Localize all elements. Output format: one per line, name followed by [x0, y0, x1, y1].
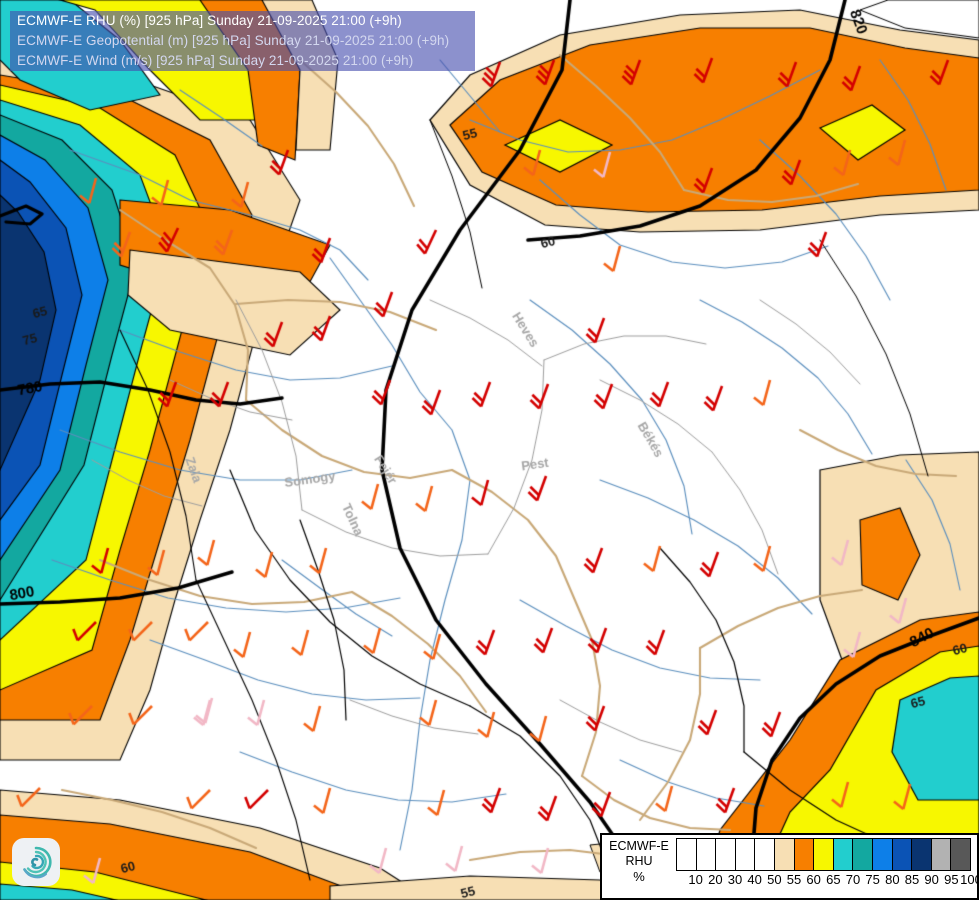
legend-swatch-75-80: [872, 839, 893, 870]
legend-tick-50: 50: [767, 872, 782, 887]
legend-swatch-95-100: [951, 839, 970, 870]
title-line-rhu: ECMWF-E RHU (%) [925 hPa] Sunday 21-09-2…: [17, 13, 402, 28]
title-line-wind: ECMWF-E Wind (m/s) [925 hPa] Sunday 21-0…: [17, 53, 414, 68]
legend-swatch-85-90: [912, 839, 932, 870]
legend-tick-labels: 10 20 30 40 50 55 60 65 70 75 80 85 90 95 100: [676, 871, 979, 891]
legend-title: ECMWF-E RHU %: [602, 835, 676, 884]
legend-swatch-65-70: [833, 839, 854, 870]
legend-tick-75: 75: [865, 872, 880, 887]
legend-tick-85: 85: [904, 872, 920, 887]
legend-tick-10: 10: [688, 872, 703, 887]
rhu-legend: ECMWF-E RHU % 10 20 30 40 50 55 60 65 70 75 80 85 90…: [600, 833, 979, 900]
legend-swatch-60-65: [814, 839, 834, 870]
legend-tick-100: 100: [960, 872, 979, 887]
legend-tick-90: 90: [924, 872, 939, 887]
title-line-geopotential: ECMWF-E Geopotential (m) [925 hPa] Sunda…: [17, 33, 450, 48]
legend-swatch-55-60: [794, 839, 815, 870]
legend-swatch-80-85: [892, 839, 913, 870]
legend-swatch-0-10: [677, 839, 697, 870]
legend-variable-name: RHU: [625, 854, 653, 868]
legend-tick-65: 65: [826, 872, 841, 887]
legend-tick-95: 95: [944, 872, 959, 887]
map-title-overlay: ECMWF-E RHU (%) [925 hPa] Sunday 21-09-2…: [10, 11, 475, 71]
legend-swatch-30-40: [735, 839, 756, 870]
legend-model-name: ECMWF-E: [609, 839, 669, 853]
legend-tick-20: 20: [708, 872, 723, 887]
legend-color-bar: [676, 838, 971, 871]
legend-tick-80: 80: [885, 872, 900, 887]
legend-swatch-10-20: [696, 839, 717, 870]
legend-scale: 10 20 30 40 50 55 60 65 70 75 80 85 90 95 100: [676, 835, 979, 891]
legend-tick-55: 55: [786, 872, 802, 887]
legend-swatch-40-50: [755, 839, 775, 870]
legend-swatch-20-30: [716, 839, 736, 870]
legend-tick-70: 70: [845, 872, 861, 887]
legend-tick-40: 40: [747, 872, 762, 887]
legend-swatch-50-55: [774, 839, 795, 870]
legend-swatch-70-75: [853, 839, 873, 870]
legend-tick-60: 60: [806, 872, 821, 887]
cyclone-spiral-logo: [12, 838, 60, 886]
legend-swatch-90-95: [931, 839, 952, 870]
legend-tick-30: 30: [727, 872, 743, 887]
legend-units: %: [633, 869, 645, 884]
